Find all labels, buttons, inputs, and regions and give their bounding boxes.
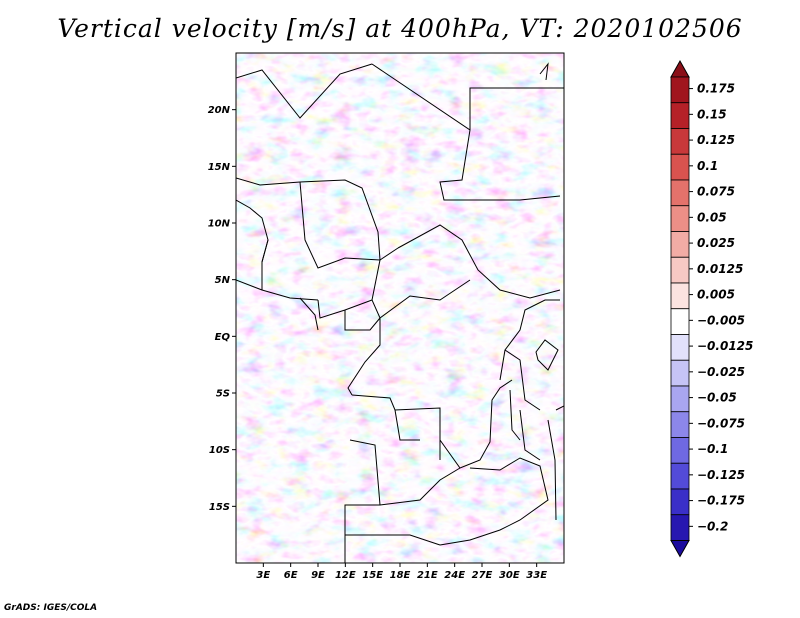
lon-tick-label: 9E bbox=[311, 570, 325, 581]
colorbar-swatch bbox=[670, 153, 690, 181]
colorbar-legend: 0.175 0.15 0.125 0.1 0.075 0.05 0.025 0.0125 0.0… bbox=[670, 59, 753, 558]
map-title: Vertical velocity [m/s] at 400hPa, VT: 2… bbox=[57, 14, 743, 43]
colorbar-swatch bbox=[670, 231, 690, 258]
colorbar-swatch bbox=[670, 359, 690, 387]
vertical-velocity-field bbox=[236, 53, 564, 563]
colorbar-label: 0.005 bbox=[697, 288, 735, 302]
colorbar-swatch bbox=[670, 385, 690, 413]
colorbar-label: −0.125 bbox=[697, 468, 745, 482]
lat-tick-label: 15S bbox=[209, 502, 230, 513]
colorbar-label: 0.05 bbox=[697, 210, 727, 224]
colorbar-swatch bbox=[670, 102, 690, 129]
colorbar-swatch bbox=[670, 334, 690, 361]
lat-tick-label: 5N bbox=[215, 275, 231, 286]
lon-tick-label: 21E bbox=[417, 570, 438, 581]
lon-tick-label: 6E bbox=[284, 570, 298, 581]
colorbar-label: 0.15 bbox=[697, 107, 727, 121]
lat-tick-label: 5S bbox=[216, 389, 230, 400]
colorbar-swatch bbox=[670, 179, 690, 207]
colorbar-swatch bbox=[670, 308, 690, 335]
colorbar-label: −0.05 bbox=[697, 391, 737, 405]
lon-tick-label: 15E bbox=[362, 570, 383, 581]
colorbar-swatch bbox=[670, 462, 690, 490]
colorbar-label: −0.005 bbox=[697, 313, 745, 327]
grads-credit: GrADS: IGES/COLA bbox=[4, 603, 98, 613]
lon-tick-label: 18E bbox=[390, 570, 411, 581]
colorbar-label: 0.175 bbox=[697, 82, 735, 96]
lat-tick-label: EQ bbox=[215, 332, 231, 343]
colorbar-swatch bbox=[670, 514, 690, 541]
colorbar-top-arrow bbox=[670, 59, 690, 78]
lat-tick-label: 15N bbox=[208, 162, 231, 173]
colorbar-label: −0.175 bbox=[697, 494, 745, 508]
lon-tick-label: 24E bbox=[444, 570, 465, 581]
colorbar-label: 0.025 bbox=[697, 236, 735, 250]
lat-tick-label: 10S bbox=[209, 445, 230, 456]
latitude-axis: 20N 15N 10N 5N EQ 5S 10S 15S bbox=[208, 105, 236, 513]
colorbar-label: 0.1 bbox=[697, 159, 718, 173]
lon-tick-label: 30E bbox=[499, 570, 520, 581]
colorbar-label: −0.025 bbox=[697, 365, 745, 379]
lon-tick-label: 33E bbox=[526, 570, 547, 581]
colorbar-label: 0.075 bbox=[697, 185, 735, 199]
colorbar-label: −0.2 bbox=[697, 519, 728, 533]
colorbar-swatch bbox=[670, 76, 690, 104]
colorbar-label: 0.0125 bbox=[697, 262, 743, 276]
colorbar-swatch bbox=[670, 437, 690, 464]
colorbar-label: 0.125 bbox=[697, 133, 735, 147]
lat-tick-label: 10N bbox=[208, 219, 231, 230]
colorbar-swatch bbox=[670, 411, 690, 438]
colorbar-swatch bbox=[670, 128, 690, 155]
colorbar-swatch bbox=[670, 282, 690, 310]
lon-tick-label: 12E bbox=[335, 570, 356, 581]
lat-tick-label: 20N bbox=[208, 105, 231, 116]
longitude-axis: 3E 6E 9E 12E 15E 18E 21E 24E 27E 30E 33E bbox=[256, 563, 547, 581]
colorbar-label: −0.1 bbox=[697, 442, 728, 456]
colorbar-label: −0.0125 bbox=[697, 339, 753, 353]
country-borders bbox=[236, 62, 564, 563]
colorbar-swatch bbox=[670, 488, 690, 516]
lon-tick-label: 27E bbox=[472, 570, 493, 581]
colorbar-bottom-arrow bbox=[670, 540, 690, 558]
lon-tick-label: 3E bbox=[256, 570, 270, 581]
colorbar-swatch bbox=[670, 205, 690, 232]
colorbar-label: −0.075 bbox=[697, 416, 745, 430]
colorbar-swatch bbox=[670, 256, 690, 284]
